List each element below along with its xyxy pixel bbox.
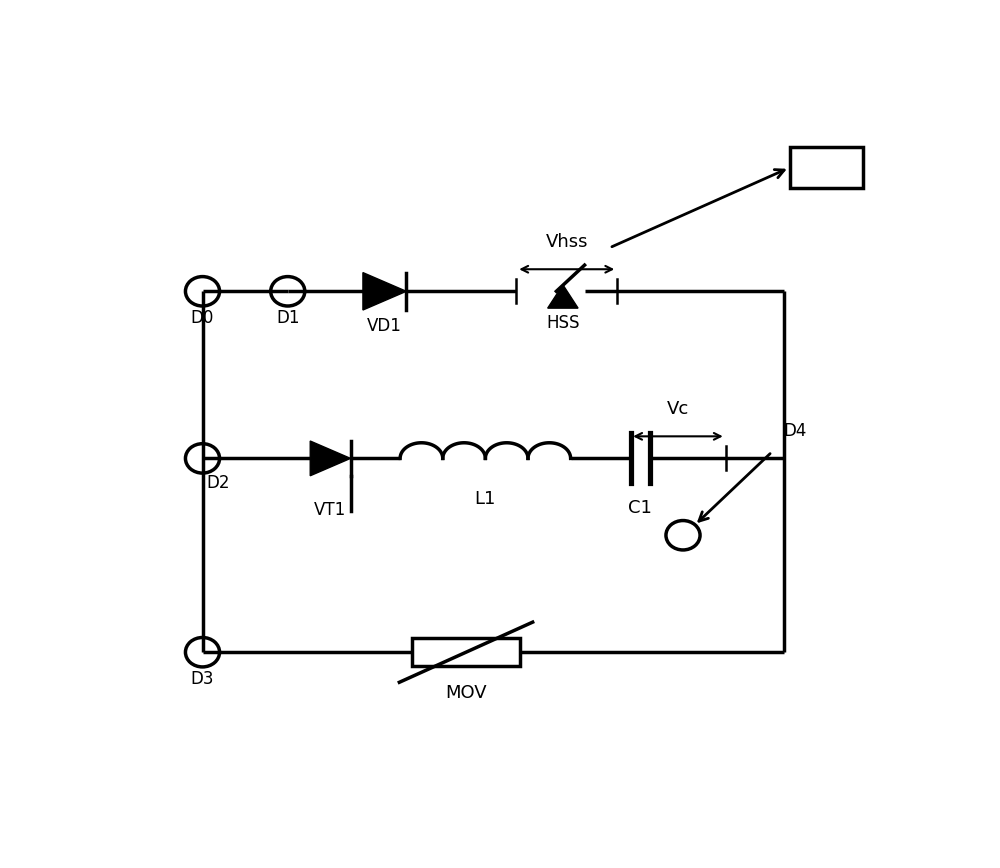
Polygon shape bbox=[548, 285, 578, 308]
Polygon shape bbox=[363, 273, 406, 310]
Text: D4: D4 bbox=[784, 423, 807, 440]
Text: D0: D0 bbox=[191, 309, 214, 327]
Text: HSS: HSS bbox=[546, 314, 580, 332]
Text: D2: D2 bbox=[206, 475, 230, 492]
Text: MOV: MOV bbox=[445, 684, 487, 701]
Bar bbox=[412, 638, 520, 667]
Text: VD1: VD1 bbox=[367, 318, 402, 335]
Text: VT1: VT1 bbox=[314, 501, 347, 519]
Text: D1: D1 bbox=[276, 309, 300, 327]
Text: C1: C1 bbox=[628, 499, 652, 517]
Text: D3: D3 bbox=[191, 670, 214, 688]
Text: Pd: Pd bbox=[814, 158, 838, 177]
Text: Vhss: Vhss bbox=[546, 233, 588, 251]
Polygon shape bbox=[310, 441, 351, 476]
Text: Vc: Vc bbox=[667, 399, 689, 418]
Bar bbox=[790, 147, 863, 188]
Text: L1: L1 bbox=[475, 490, 496, 508]
